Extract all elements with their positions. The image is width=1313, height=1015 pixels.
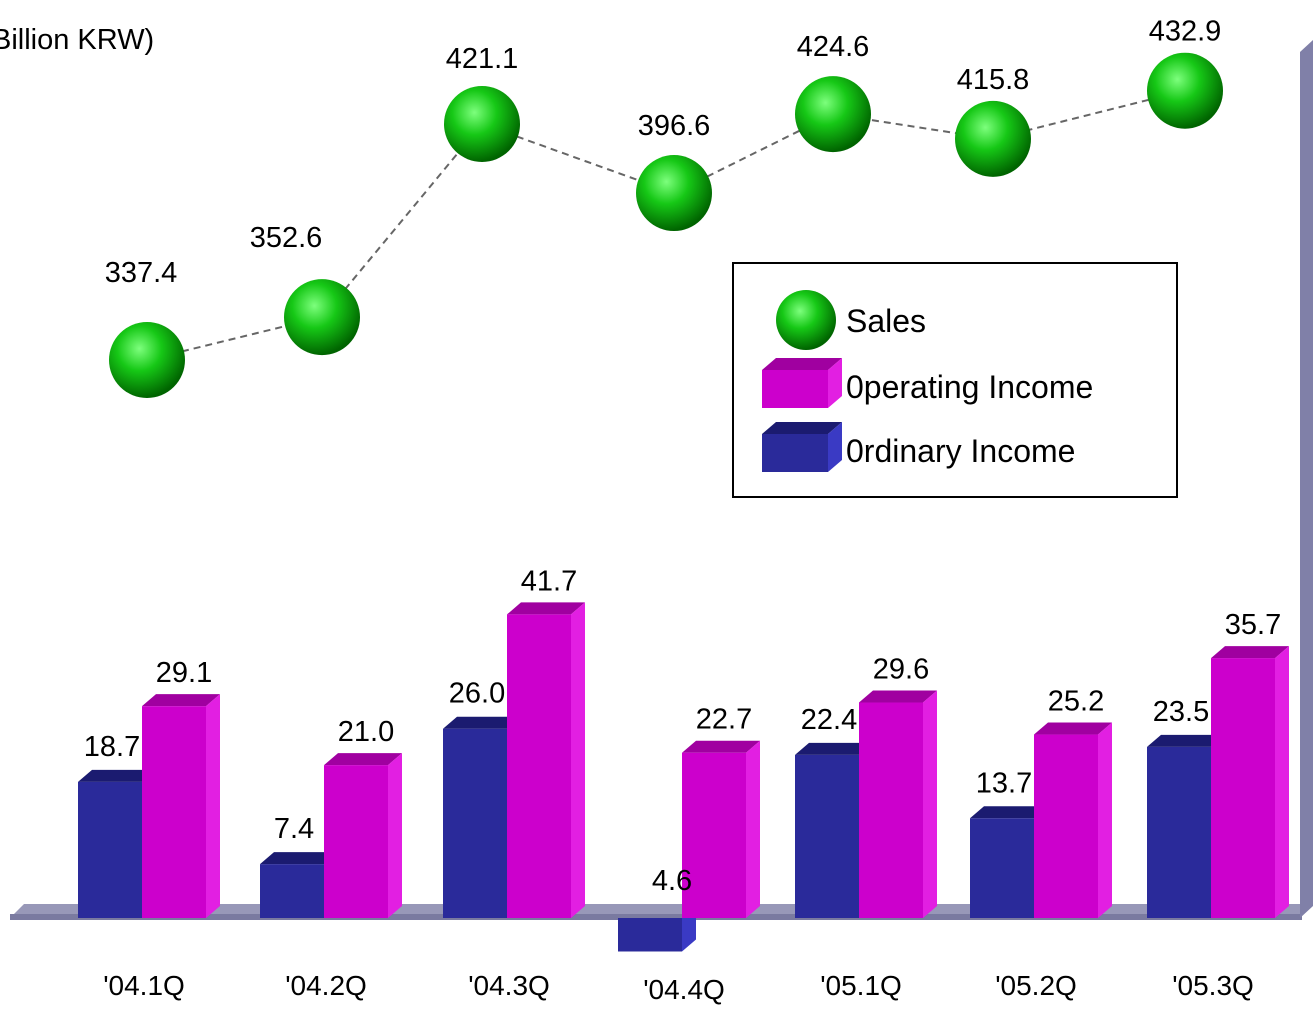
ordinary-income-value-label: 23.5 [1153,696,1209,728]
category-label: '05.2Q [995,970,1077,1001]
sales-marker-icon [776,290,836,350]
sales-value-label: 432.9 [1149,16,1222,48]
sales-marker [636,155,712,232]
sales-marker [444,85,520,162]
operating-income-value-label: 41.7 [521,565,577,597]
operating-income-bar [142,694,220,918]
legend: Sales 0perating Income 0rdinary Income [732,262,1178,498]
operating-income-bar [507,602,585,918]
label-layer: 18.7 29.1 '04.1Q 7.4 21.0 '04.2Q 26.0 41.7 '04.3… [84,16,1281,1005]
sales-value-label: 337.4 [105,257,178,289]
operating-income-bar [859,690,937,918]
category-label: '04.4Q [643,974,725,1005]
ordinary-income-value-label: 18.7 [84,731,140,763]
ordinary-income-value-label: 7.4 [274,813,314,845]
operating-bar-icon [762,358,842,408]
chart-wall [1300,40,1313,918]
chart-back-wall [1300,40,1313,918]
legend-label-operating: 0perating Income [846,368,1094,405]
sales-marker [795,76,871,153]
sales-marker [955,100,1031,177]
operating-income-bar [682,740,760,918]
ordinary-income-value-label: 22.4 [801,704,857,736]
operating-income-value-label: 29.1 [156,657,212,689]
operating-income-value-label: 21.0 [338,716,394,748]
operating-income-value-label: 29.6 [873,654,929,686]
sales-value-label: 352.6 [250,222,323,254]
bar-layer [78,602,1289,952]
sales-marker [1147,52,1223,129]
sales-value-label: 424.6 [797,31,870,63]
category-label: '04.1Q [103,970,185,1001]
unit-label: Billion KRW) [0,24,155,56]
operating-income-bar [324,753,402,918]
ordinary-income-value-label: 26.0 [449,678,505,710]
sales-marker [109,322,185,398]
category-label: '04.3Q [468,970,550,1001]
operating-income-value-label: 35.7 [1225,609,1281,641]
category-label: '05.3Q [1172,970,1254,1001]
chart-floor-edge [10,914,1302,920]
operating-income-value-label: 22.7 [696,704,752,736]
ordinary-income-value-label: 13.7 [976,767,1032,799]
category-label: '05.1Q [820,970,902,1001]
operating-income-bar [1034,722,1112,918]
sales-value-label: 396.6 [638,110,711,142]
sales-marker [284,279,360,356]
ordinary-income-value-label: 4.6 [652,865,692,897]
operating-income-bar [1211,646,1289,918]
sales-line-layer [109,52,1223,398]
category-label: '04.2Q [285,970,367,1001]
legend-label-ordinary: 0rdinary Income [846,432,1076,469]
legend-label-sales: Sales [846,302,927,339]
ordinary-bar-icon [762,422,842,472]
sales-value-label: 421.1 [446,43,519,75]
operating-income-value-label: 25.2 [1048,686,1104,718]
sales-value-label: 415.8 [957,64,1030,96]
